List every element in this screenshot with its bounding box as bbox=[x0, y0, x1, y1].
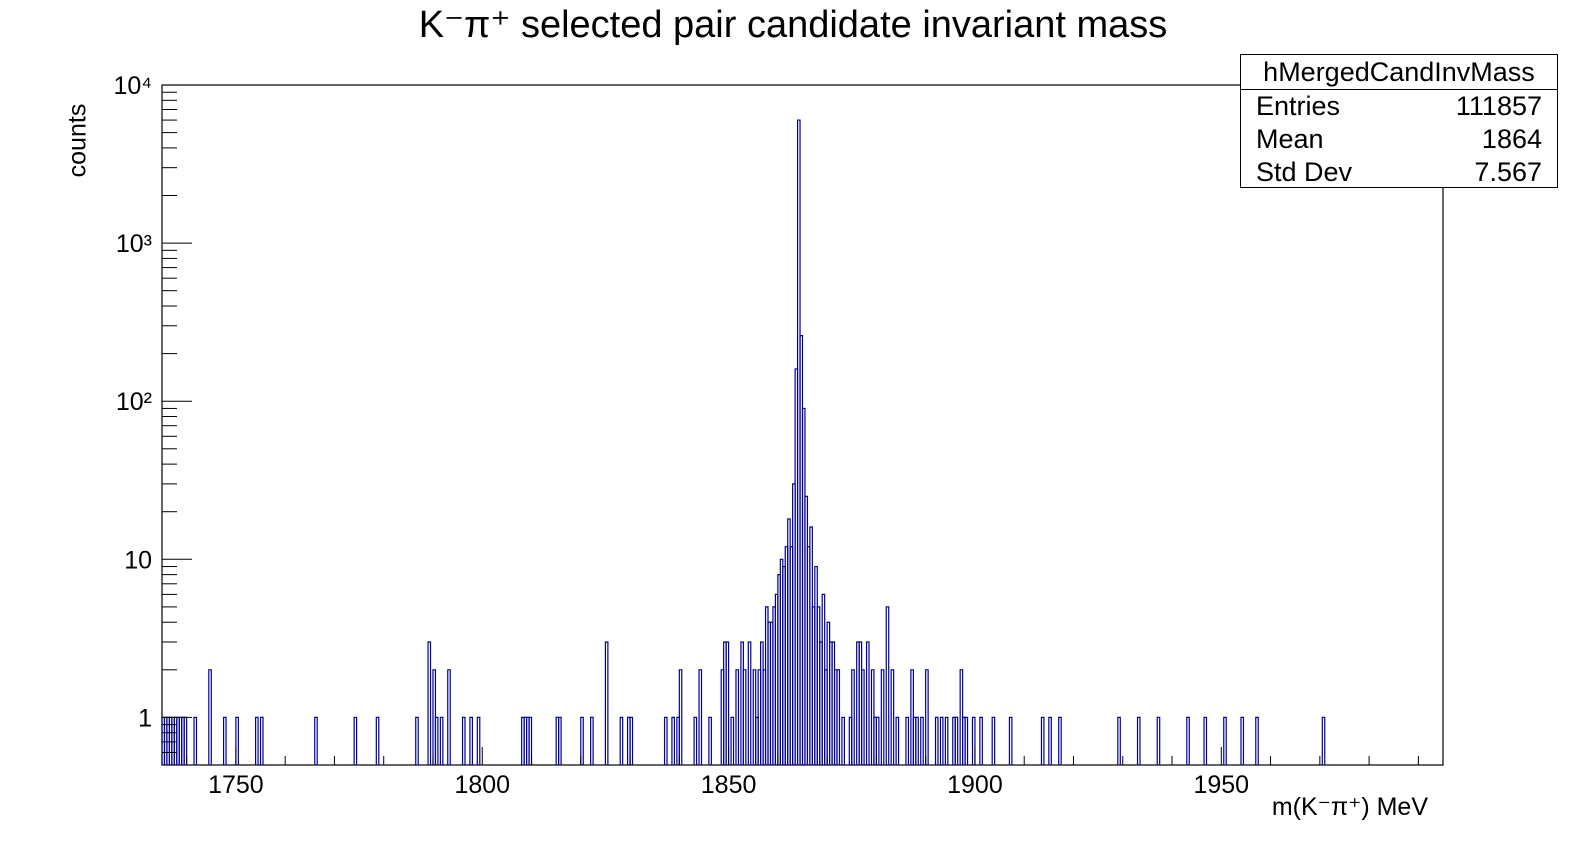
histogram-bin bbox=[1156, 716, 1161, 765]
histogram-bin bbox=[880, 669, 885, 765]
histogram-bin bbox=[193, 716, 198, 765]
histogram-bin bbox=[1223, 716, 1227, 765]
chart-title: K⁻π⁺ selected pair candidate invariant m… bbox=[418, 4, 1168, 46]
histogram-bin bbox=[434, 716, 439, 765]
histogram-bin bbox=[979, 716, 983, 765]
histogram-bin bbox=[314, 716, 318, 765]
histogram-bin bbox=[208, 669, 212, 765]
histogram-bin bbox=[944, 716, 949, 765]
stats-entries-value: 111857 bbox=[1455, 91, 1542, 121]
stats-mean-value: 1864 bbox=[1481, 124, 1542, 154]
histogram-bin bbox=[427, 641, 432, 765]
histogram-bin bbox=[1255, 716, 1259, 765]
stats-row-entries: Entries 111857 bbox=[1241, 90, 1557, 123]
histogram-bin bbox=[447, 669, 451, 765]
stats-row-stddev: Std Dev 7.567 bbox=[1241, 156, 1557, 189]
histogram-bin bbox=[865, 641, 870, 765]
x-tick-label: 1800 bbox=[454, 771, 510, 799]
x-tick-label: 1950 bbox=[1193, 771, 1249, 799]
histogram-bin bbox=[954, 716, 959, 765]
y-tick-label: 10⁴ bbox=[113, 72, 152, 100]
histogram-bin bbox=[1321, 716, 1326, 765]
x-tick-label: 1900 bbox=[947, 771, 1003, 799]
histogram-bin bbox=[415, 716, 419, 765]
histogram-bin bbox=[671, 716, 675, 765]
histogram-bin bbox=[730, 716, 735, 765]
x-tick-label: 1850 bbox=[701, 771, 757, 799]
histogram-bin bbox=[469, 716, 473, 765]
histogram-bin bbox=[1186, 716, 1190, 765]
stats-stddev-label: Std Dev bbox=[1256, 157, 1353, 187]
histogram-bars bbox=[161, 119, 1326, 765]
histogram-bin bbox=[693, 716, 698, 765]
x-tick-label: 1750 bbox=[208, 771, 264, 799]
stats-stddev-value: 7.567 bbox=[1474, 157, 1542, 187]
y-axis-label: counts bbox=[63, 103, 92, 178]
stats-box: hMergedCandInvMass Entries 111857 Mean 1… bbox=[1240, 54, 1558, 188]
histogram-bin bbox=[925, 669, 929, 765]
histogram-bin bbox=[725, 641, 730, 765]
histogram-bin bbox=[476, 716, 481, 765]
histogram-bin bbox=[1136, 716, 1141, 765]
y-tick-label: 1 bbox=[138, 704, 152, 732]
histogram-bin bbox=[934, 716, 939, 765]
histogram-bin bbox=[861, 669, 865, 765]
histogram-bin bbox=[439, 716, 444, 765]
histogram-bin bbox=[558, 716, 562, 765]
histogram-bin bbox=[875, 716, 880, 765]
histogram-bin bbox=[920, 716, 924, 765]
histogram-bin bbox=[939, 716, 944, 765]
histogram-bin bbox=[964, 716, 969, 765]
histogram-bin bbox=[222, 716, 227, 765]
y-tick-label: 10 bbox=[124, 546, 152, 574]
histogram-bin bbox=[1008, 716, 1013, 765]
histogram-bin bbox=[708, 716, 712, 765]
histogram-bin bbox=[1117, 716, 1121, 765]
y-tick-label: 10² bbox=[116, 388, 152, 416]
histogram-bin bbox=[1240, 716, 1245, 765]
histogram-bin bbox=[915, 716, 919, 765]
histogram-bin bbox=[991, 716, 996, 765]
histogram-bin bbox=[1203, 716, 1208, 765]
histogram-bin bbox=[580, 716, 584, 765]
histogram-bin bbox=[851, 669, 855, 765]
histogram-bin bbox=[895, 716, 900, 765]
histogram-bin bbox=[678, 669, 683, 765]
histogram-bin bbox=[1058, 716, 1062, 765]
histogram-bin bbox=[255, 716, 259, 765]
histogram-bin bbox=[235, 716, 239, 765]
histogram-bin bbox=[629, 716, 634, 765]
histogram-bin bbox=[747, 641, 752, 765]
histogram-bin bbox=[461, 716, 466, 765]
histogram-bin bbox=[698, 669, 703, 765]
histogram-bin bbox=[619, 716, 624, 765]
axis-ticks bbox=[162, 84, 1419, 766]
histogram-bin bbox=[663, 716, 668, 765]
y-tick-label: 10³ bbox=[116, 230, 152, 258]
stats-row-mean: Mean 1864 bbox=[1241, 123, 1557, 156]
histogram-bin bbox=[742, 669, 747, 765]
histogram-bin bbox=[841, 716, 845, 765]
x-axis-label: m(K⁻π⁺) MeV bbox=[1271, 793, 1428, 821]
histogram-bin bbox=[971, 716, 976, 765]
histogram-bin bbox=[590, 716, 594, 765]
histogram-bin bbox=[735, 669, 740, 765]
histogram-bin bbox=[905, 716, 910, 765]
histogram-bin bbox=[259, 716, 264, 765]
histogram-bin bbox=[353, 716, 358, 765]
histogram-bin bbox=[1040, 716, 1045, 765]
histogram-bin bbox=[890, 669, 895, 765]
histogram-bin bbox=[885, 606, 890, 765]
histogram-bin bbox=[604, 641, 609, 765]
histogram-bin bbox=[375, 716, 380, 765]
stats-entries-label: Entries bbox=[1256, 91, 1341, 121]
histogram-bin bbox=[836, 669, 841, 765]
tick-labels: 1750 1800 1850 1900 1950 1 10 10² 10³ 10⁴ bbox=[113, 72, 1249, 799]
histogram-bin bbox=[1048, 716, 1052, 765]
stats-histogram-name: hMergedCandInvMass bbox=[1241, 55, 1557, 90]
stats-mean-label: Mean bbox=[1256, 124, 1324, 154]
histogram-bin bbox=[528, 716, 533, 765]
